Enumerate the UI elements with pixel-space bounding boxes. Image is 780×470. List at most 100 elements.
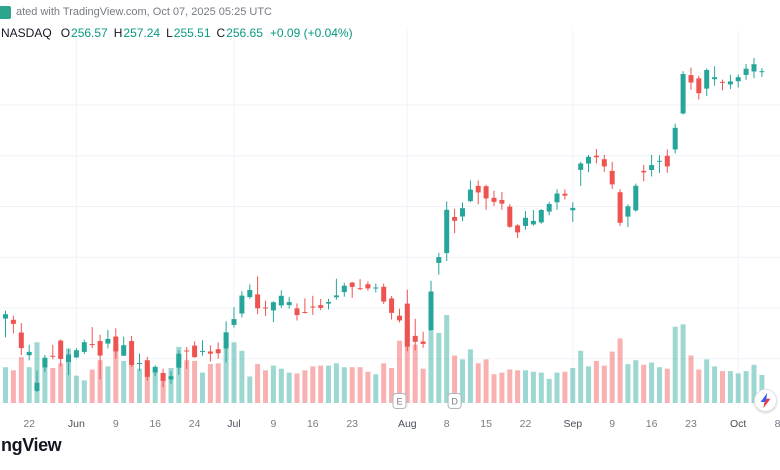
low-label: L [166, 26, 173, 40]
candle [381, 286, 387, 302]
candle [66, 354, 71, 362]
volume-bar [278, 368, 284, 403]
candle [373, 287, 379, 289]
volume-bar [562, 371, 568, 403]
candle [176, 353, 182, 368]
candle [649, 165, 655, 170]
volume-bar [373, 374, 379, 403]
candle [586, 156, 591, 164]
candle [113, 336, 119, 352]
candle [81, 342, 87, 352]
candle [42, 357, 48, 368]
volume-bar [530, 371, 536, 403]
candle [546, 204, 552, 212]
candle [696, 78, 702, 94]
volume-bar [10, 370, 16, 403]
volume-bar [420, 368, 426, 403]
volume-bar [601, 365, 607, 403]
volume-bar [507, 369, 513, 403]
svg-text:23: 23 [346, 418, 358, 430]
candle [475, 185, 481, 193]
volume-bar [357, 367, 363, 403]
volume-bar [81, 380, 87, 403]
volume-bar [586, 366, 591, 403]
svg-text:24: 24 [189, 418, 201, 430]
candle [554, 193, 560, 203]
candle [397, 315, 402, 321]
candle [286, 302, 292, 306]
volume-bar [578, 350, 584, 403]
candle [97, 341, 103, 356]
candle [160, 373, 166, 381]
candle [294, 308, 300, 316]
volume-bar [318, 365, 324, 403]
volume-bar [365, 371, 371, 403]
volume-bar [546, 378, 552, 403]
volume-bar [609, 351, 615, 403]
volume-bar [475, 363, 481, 403]
volume-bar [215, 363, 221, 403]
volume-bar [727, 371, 733, 403]
volume-bar [137, 368, 142, 403]
volume-bar [176, 346, 182, 403]
candle [207, 351, 213, 354]
candle [735, 77, 741, 82]
volume-bar [113, 346, 119, 403]
candle [727, 81, 733, 85]
svg-text:16: 16 [149, 418, 161, 430]
candle [184, 350, 190, 352]
candle [341, 285, 347, 293]
svg-text:9: 9 [113, 418, 119, 430]
volume-bar [349, 367, 355, 403]
volume-bar [664, 368, 670, 403]
candle [562, 193, 568, 196]
candle [239, 295, 245, 314]
tradingview-logo[interactable]: ngView [1, 435, 62, 455]
candle [664, 155, 670, 167]
svg-text:16: 16 [646, 418, 658, 430]
candle [121, 345, 127, 356]
svg-text:E: E [396, 397, 402, 407]
candle [712, 77, 718, 80]
event-marker-d[interactable]: D [447, 393, 462, 409]
candle [129, 341, 135, 365]
volume-bar [428, 318, 434, 403]
ohlc-legend[interactable]: NASDAQ O 256.57 H 257.24 L 255.51 C 256.… [1, 26, 353, 40]
volume-bar [397, 340, 402, 403]
volume-bar [625, 364, 631, 403]
volume-bar [460, 359, 465, 403]
attribution-text: ated with TradingView.com, Oct 07, 2025 … [16, 6, 272, 18]
svg-text:15: 15 [480, 418, 492, 430]
volume-bar [712, 366, 718, 403]
volume-bar [207, 364, 213, 403]
candle [657, 160, 662, 162]
candle [137, 362, 142, 364]
volume-bar [66, 348, 71, 403]
volume-bar [696, 369, 702, 403]
event-marker-e[interactable]: E [392, 393, 407, 409]
volume-bar [89, 369, 95, 403]
candle [215, 349, 221, 354]
high-value: 257.24 [123, 26, 161, 40]
candle [18, 332, 24, 349]
volume-bar [302, 370, 308, 403]
candle [326, 302, 331, 304]
candle [491, 197, 497, 202]
volume-bar [483, 359, 489, 403]
candle [192, 345, 198, 358]
lightning-button[interactable] [754, 389, 777, 412]
candle [420, 341, 426, 344]
candle [499, 200, 505, 204]
volume-bar [247, 376, 253, 403]
volume-bar [680, 324, 686, 403]
candle [349, 282, 355, 287]
volume-bar [200, 372, 205, 403]
candle [404, 303, 410, 347]
candle [483, 186, 489, 199]
volume-bar [160, 373, 166, 403]
svg-text:Jul: Jul [227, 418, 240, 430]
candle [223, 332, 229, 349]
